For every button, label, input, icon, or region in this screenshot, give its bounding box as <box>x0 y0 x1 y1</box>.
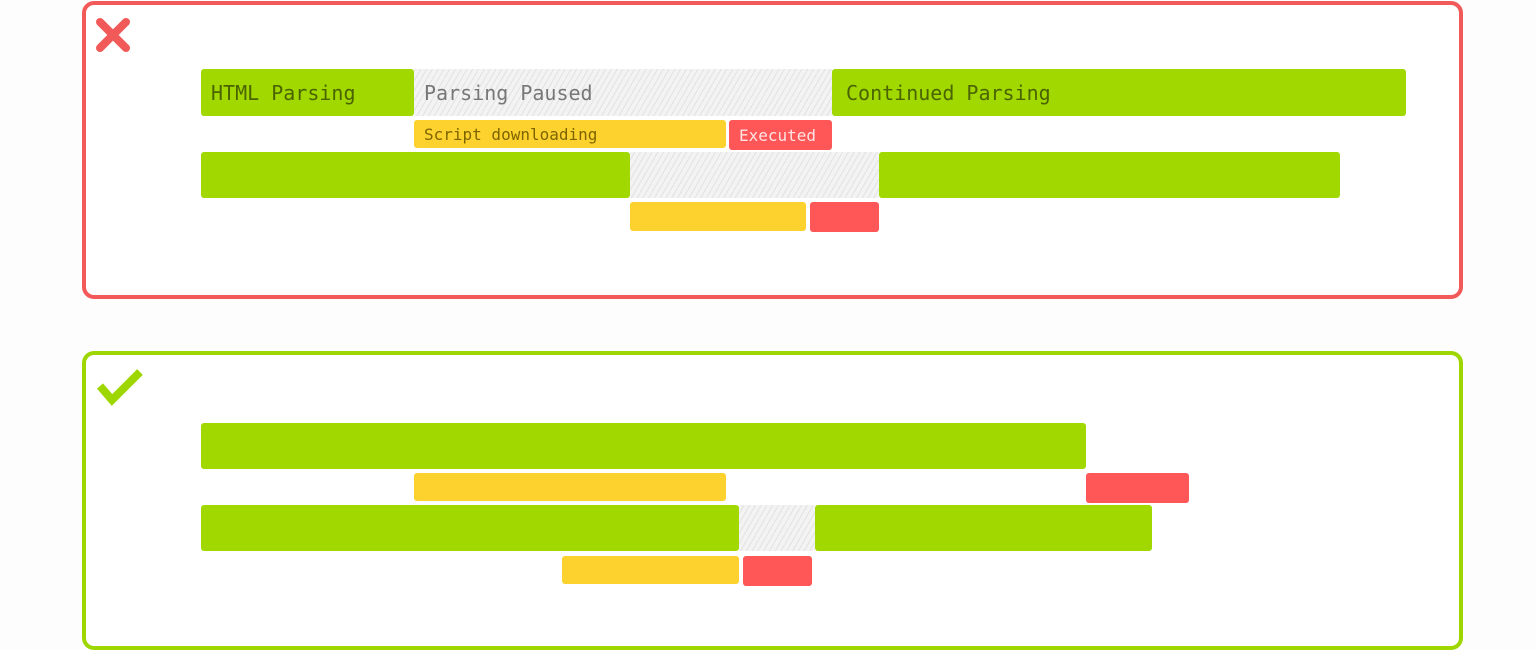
parsing-bar <box>879 152 1340 198</box>
downloading-bar <box>630 202 806 231</box>
executed-bar: Executed <box>729 120 832 150</box>
executing-bar <box>810 202 879 232</box>
parsing-paused-bar: Parsing Paused <box>414 69 832 116</box>
downloading-bar <box>414 473 726 501</box>
executing-bar <box>1086 473 1189 503</box>
paused-bar <box>739 505 815 551</box>
html-parsing-bar: HTML Parsing <box>201 69 414 116</box>
x-mark-icon <box>96 18 130 52</box>
blocking-script-panel <box>82 1 1463 299</box>
downloading-bar <box>562 556 739 584</box>
parsing-paused-label: Parsing Paused <box>424 80 593 105</box>
continued-parsing-bar: Continued Parsing <box>832 69 1406 116</box>
parsing-bar <box>201 152 630 198</box>
executing-bar <box>743 556 812 586</box>
paused-bar <box>630 152 879 198</box>
script-downloading-bar: Script downloading <box>414 120 726 148</box>
nonblocking-script-panel <box>82 351 1463 650</box>
continued-parsing-label: Continued Parsing <box>846 80 1051 105</box>
script-downloading-label: Script downloading <box>424 124 598 144</box>
parsing-bar <box>201 505 739 551</box>
parsing-bar <box>201 423 1086 469</box>
checkmark-icon <box>96 369 143 406</box>
html-parsing-label: HTML Parsing <box>211 80 356 105</box>
executed-label: Executed <box>739 125 817 145</box>
parsing-bar <box>815 505 1152 551</box>
